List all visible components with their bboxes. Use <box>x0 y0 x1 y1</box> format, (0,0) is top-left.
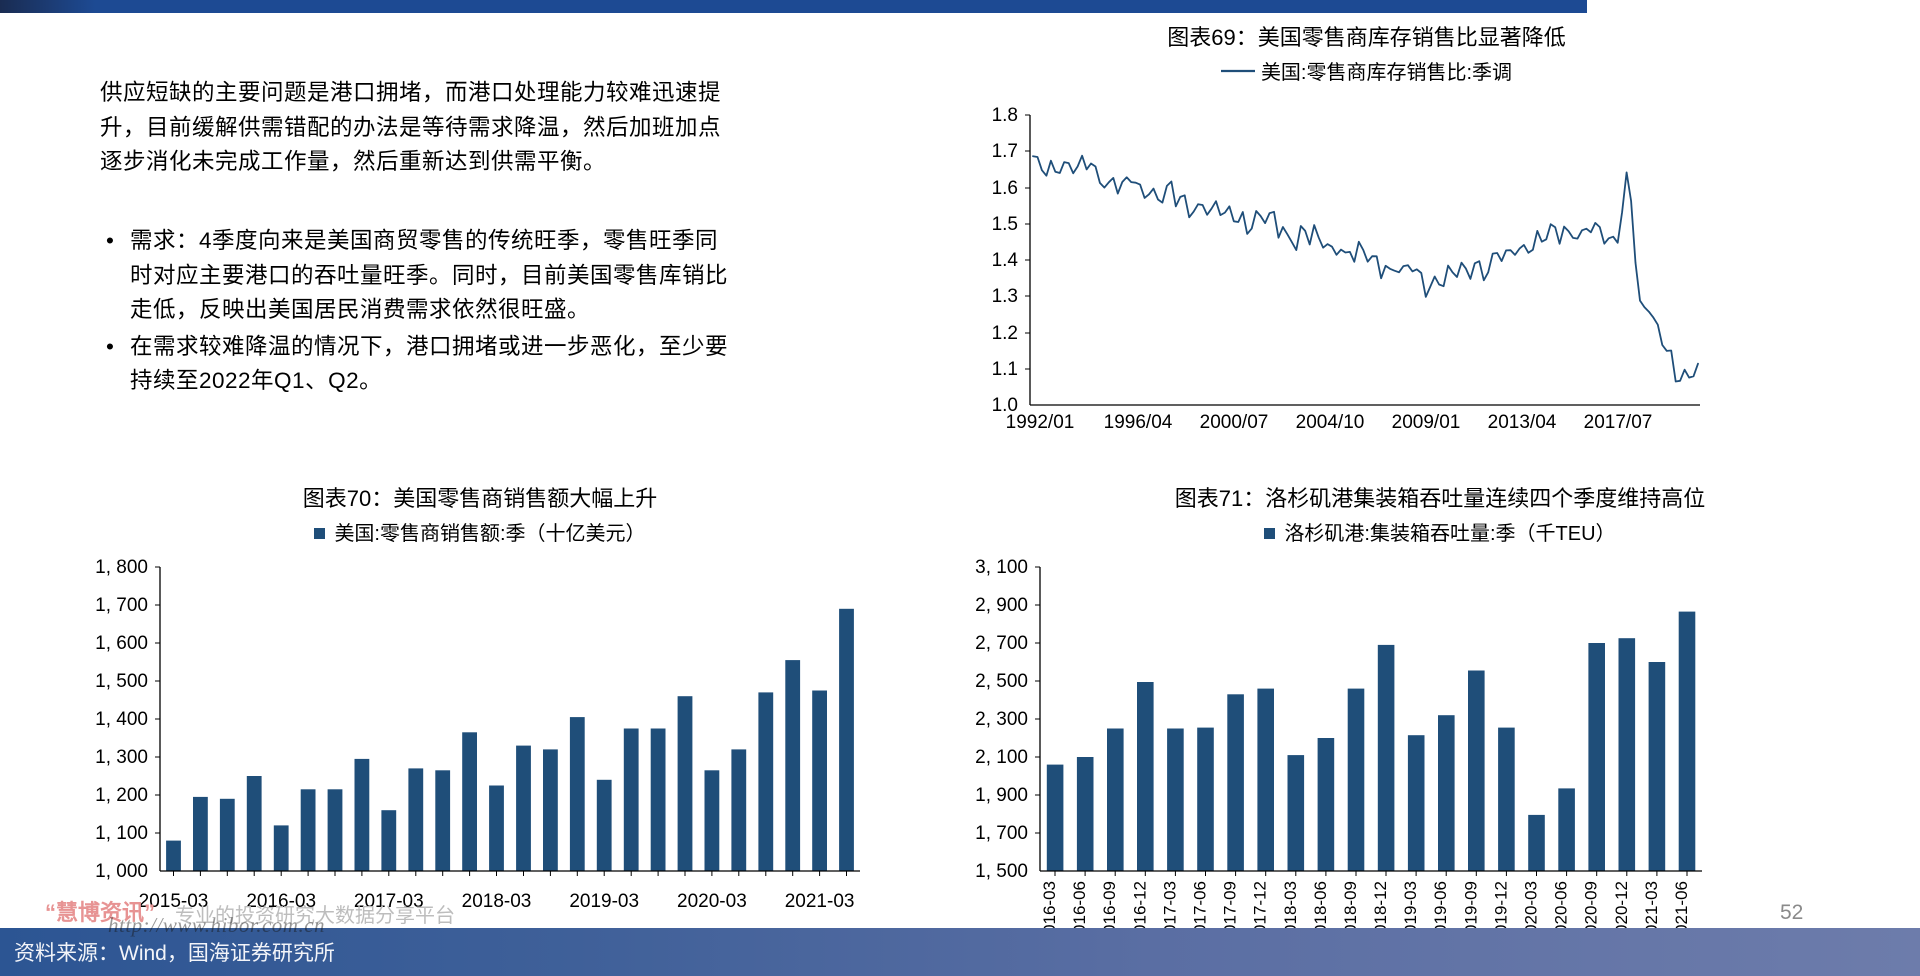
svg-text:2, 700: 2, 700 <box>975 633 1028 654</box>
svg-text:3, 100: 3, 100 <box>975 557 1028 578</box>
svg-text:1.7: 1.7 <box>992 141 1018 162</box>
svg-text:1, 000: 1, 000 <box>95 861 148 882</box>
svg-text:2021-03: 2021-03 <box>785 891 855 912</box>
svg-text:1.1: 1.1 <box>992 359 1018 380</box>
svg-text:1, 100: 1, 100 <box>95 823 148 844</box>
svg-text:1.2: 1.2 <box>992 323 1018 344</box>
svg-text:2, 500: 2, 500 <box>975 671 1028 692</box>
svg-text:2018-03: 2018-03 <box>462 891 532 912</box>
svg-text:1, 700: 1, 700 <box>975 823 1028 844</box>
svg-text:1992/01: 1992/01 <box>1006 412 1075 433</box>
svg-text:2004/10: 2004/10 <box>1296 412 1365 433</box>
svg-text:1, 500: 1, 500 <box>95 671 148 692</box>
svg-text:2000/07: 2000/07 <box>1200 412 1269 433</box>
svg-text:1.6: 1.6 <box>992 178 1018 199</box>
svg-text:1.4: 1.4 <box>992 250 1019 271</box>
svg-text:2019-03: 2019-03 <box>569 891 639 912</box>
svg-text:1, 400: 1, 400 <box>95 709 148 730</box>
svg-text:1, 700: 1, 700 <box>95 595 148 616</box>
svg-text:1, 200: 1, 200 <box>95 785 148 806</box>
svg-text:2017/07: 2017/07 <box>1584 412 1653 433</box>
svg-text:2009/01: 2009/01 <box>1392 412 1461 433</box>
svg-text:1, 600: 1, 600 <box>95 633 148 654</box>
svg-text:1, 500: 1, 500 <box>975 861 1028 882</box>
svg-text:1, 300: 1, 300 <box>95 747 148 768</box>
svg-text:2, 900: 2, 900 <box>975 595 1028 616</box>
svg-text:1.8: 1.8 <box>992 105 1018 126</box>
svg-text:1, 800: 1, 800 <box>95 559 148 578</box>
svg-text:1.5: 1.5 <box>992 214 1018 235</box>
svg-text:2013/04: 2013/04 <box>1488 412 1557 433</box>
svg-text:2, 300: 2, 300 <box>975 709 1028 730</box>
svg-text:2020-03: 2020-03 <box>677 891 747 912</box>
svg-text:1.3: 1.3 <box>992 286 1018 307</box>
svg-text:2, 100: 2, 100 <box>975 747 1028 768</box>
svg-text:1, 900: 1, 900 <box>975 785 1028 806</box>
svg-text:1996/04: 1996/04 <box>1104 412 1173 433</box>
